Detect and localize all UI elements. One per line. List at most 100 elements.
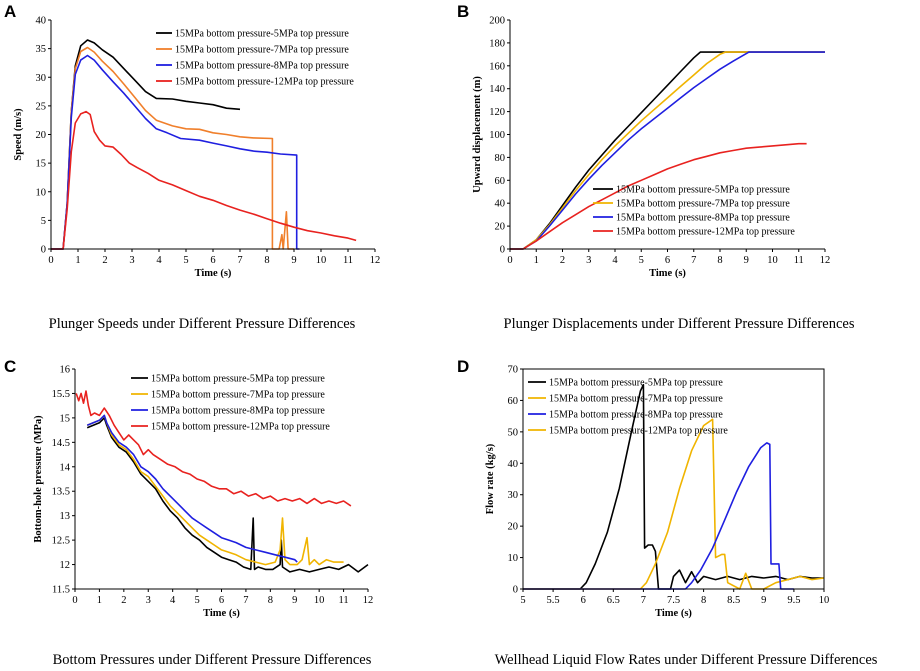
x-tick-label: 12: [363, 595, 374, 606]
y-axis-label: Bottom-hole pressure (MPa): [33, 415, 44, 543]
x-tick-label: 5.5: [547, 595, 560, 606]
y-tick-label: 5: [41, 216, 46, 227]
y-tick-label: 80: [495, 153, 506, 164]
series-line-c-1: [86, 417, 369, 573]
x-tick-label: 5: [183, 255, 188, 266]
y-tick-label: 30: [508, 490, 519, 501]
legend-entry: 15MPa bottom pressure-12MPa top pressure: [549, 426, 728, 437]
series-line-c-3: [86, 414, 298, 563]
x-tick-label: 8: [264, 255, 269, 266]
x-axis-label: Time (s): [195, 268, 232, 279]
x-tick-label: 10: [314, 595, 325, 606]
x-tick-label: 9: [292, 595, 297, 606]
y-tick-label: 11.5: [52, 585, 70, 596]
y-tick-label: 10: [508, 553, 519, 564]
x-axis-label: Time (s): [203, 608, 240, 619]
series-line-c-2: [86, 414, 344, 566]
y-tick-label: 50: [508, 427, 519, 438]
caption-c: Bottom Pressures under Different Pressur…: [53, 652, 372, 668]
legend-entry: 15MPa bottom pressure-5MPa top pressure: [175, 29, 349, 40]
y-tick-label: 140: [489, 84, 505, 95]
x-tick-label: 3: [129, 255, 134, 266]
y-tick-label: 40: [508, 459, 519, 470]
x-tick-label: 5: [639, 255, 644, 266]
x-tick-label: 6: [665, 255, 670, 266]
x-tick-label: 6: [581, 595, 586, 606]
legend-entry: 15MPa bottom pressure-7MPa top pressure: [616, 199, 790, 210]
y-tick-label: 0: [513, 585, 518, 596]
x-tick-label: 11: [794, 255, 804, 266]
series-line-b-3: [510, 51, 825, 250]
x-tick-label: 8: [701, 595, 706, 606]
x-tick-label: 5: [520, 595, 525, 606]
x-tick-label: 11: [339, 595, 349, 606]
x-tick-label: 7: [243, 595, 248, 606]
y-tick-label: 30: [36, 73, 47, 84]
legend-entry: 15MPa bottom pressure-12MPa top pressure: [151, 422, 330, 433]
legend-entry: 15MPa bottom pressure-7MPa top pressure: [175, 45, 349, 56]
caption-b: Plunger Displacements under Different Pr…: [504, 316, 855, 332]
x-tick-label: 10: [316, 255, 327, 266]
x-tick-label: 6.5: [607, 595, 620, 606]
series-line-b-4: [510, 142, 807, 250]
y-axis-label: Upward displacement (m): [472, 76, 483, 193]
legend-entry: 15MPa bottom pressure-8MPa top pressure: [616, 213, 790, 224]
y-tick-label: 200: [489, 16, 505, 27]
y-tick-label: 180: [489, 38, 505, 49]
y-tick-label: 13: [60, 511, 71, 522]
series-line-d-1: [523, 383, 824, 590]
x-tick-label: 2: [102, 255, 107, 266]
series-line-a-4: [51, 110, 357, 250]
x-tick-label: 10: [767, 255, 778, 266]
x-tick-label: 0: [72, 595, 77, 606]
legend-entry: 15MPa bottom pressure-5MPa top pressure: [616, 185, 790, 196]
y-tick-label: 40: [495, 199, 506, 210]
y-tick-label: 14: [60, 462, 71, 473]
y-tick-label: 20: [36, 130, 47, 141]
y-tick-label: 15: [60, 413, 71, 424]
caption-d: Wellhead Liquid Flow Rates under Differe…: [495, 652, 878, 668]
legend-entry: 15MPa bottom pressure-5MPa top pressure: [549, 378, 723, 389]
x-tick-label: 8: [717, 255, 722, 266]
x-tick-label: 6: [210, 255, 215, 266]
chart-bottom-pressure: 0 1 2 3 4 5 6 7 8 9 10 11 1211.51212.51313.51414.515…: [33, 365, 373, 620]
x-tick-label: 11: [343, 255, 353, 266]
y-tick-label: 100: [489, 130, 505, 141]
y-tick-label: 10: [36, 187, 47, 198]
y-tick-label: 0: [500, 245, 505, 256]
x-tick-label: 2: [560, 255, 565, 266]
legend-entry: 15MPa bottom pressure-7MPa top pressure: [151, 390, 325, 401]
y-tick-label: 20: [508, 522, 519, 533]
y-tick-label: 40: [36, 16, 47, 27]
legend-entry: 15MPa bottom pressure-8MPa top pressure: [175, 61, 349, 72]
x-tick-label: 9: [761, 595, 766, 606]
y-tick-label: 160: [489, 61, 505, 72]
y-tick-label: 35: [36, 44, 47, 55]
legend-entry: 15MPa bottom pressure-8MPa top pressure: [549, 410, 723, 421]
x-tick-label: 2: [121, 595, 126, 606]
x-tick-label: 8: [268, 595, 273, 606]
x-tick-label: 7.5: [667, 595, 680, 606]
x-tick-label: 8.5: [727, 595, 740, 606]
y-tick-label: 120: [489, 107, 505, 118]
y-tick-label: 60: [508, 396, 519, 407]
y-tick-label: 60: [495, 176, 506, 187]
y-tick-label: 12: [60, 560, 71, 571]
x-tick-label: 3: [586, 255, 591, 266]
x-tick-label: 6: [219, 595, 224, 606]
panel-letter-b: B: [457, 2, 469, 21]
panel-letter-c: C: [4, 357, 16, 376]
x-tick-label: 1: [534, 255, 539, 266]
x-tick-label: 7: [641, 595, 646, 606]
y-tick-label: 14.5: [52, 438, 70, 449]
series-line-d-2: [523, 418, 825, 590]
x-axis-label: Time (s): [655, 608, 692, 619]
series-line-a-2: [51, 46, 294, 250]
x-tick-label: 1: [75, 255, 80, 266]
x-tick-label: 10: [819, 595, 830, 606]
legend-entry: 15MPa bottom pressure-12MPa top pressure: [616, 227, 795, 238]
x-tick-label: 7: [237, 255, 242, 266]
legend-entry: 15MPa bottom pressure-7MPa top pressure: [549, 394, 723, 405]
